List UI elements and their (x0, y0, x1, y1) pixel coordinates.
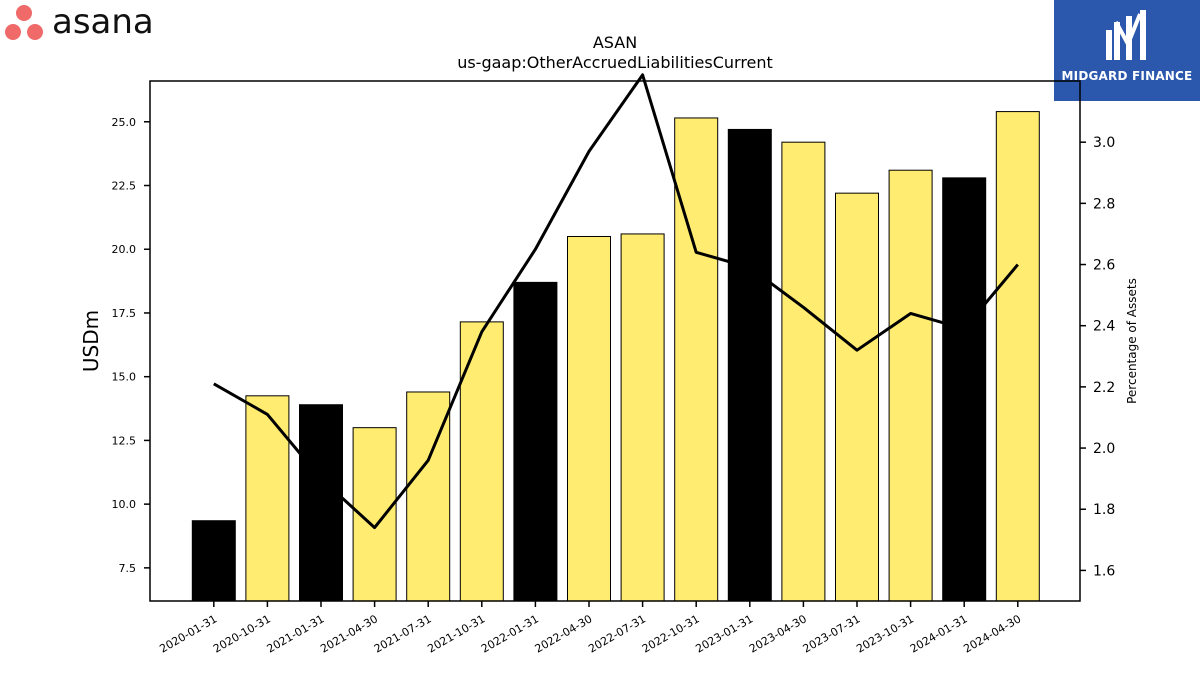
bar (567, 235, 611, 602)
x-tick-label: 2024-04-30 (961, 612, 1023, 655)
x-tick-label: 2021-10-31 (425, 612, 487, 655)
midgard-m-icon (1106, 10, 1146, 60)
y2-tick-label: 2.8 (1093, 196, 1115, 212)
x-tick-label: 2023-10-31 (854, 612, 916, 655)
y-tick-label: 12.5 (112, 434, 137, 447)
bar (781, 141, 826, 602)
y2-axis-label: Percentage of Assets (1125, 278, 1139, 404)
bar (459, 321, 504, 602)
asana-wordmark: asana (52, 2, 154, 42)
bar (727, 128, 772, 602)
midgard-finance-logo: MIDGARD FINANCE (1054, 0, 1200, 101)
y-tick-label: 15.0 (112, 371, 137, 384)
y-tick-label: 20.0 (112, 243, 137, 256)
x-tick-label: 2021-04-30 (318, 612, 380, 655)
y2-tick-label: 3.0 (1093, 135, 1115, 151)
x-tick-label: 2021-07-31 (372, 612, 434, 655)
x-tick-label: 2022-04-30 (533, 612, 595, 655)
x-tick-label: 2020-10-31 (211, 612, 273, 655)
bar (674, 117, 719, 602)
plot-frame (149, 80, 1081, 602)
bar (995, 111, 1040, 602)
y-axis-label: USDm (79, 310, 103, 372)
y-tick-label: 10.0 (112, 498, 137, 511)
asana-logo: asana (0, 0, 200, 50)
bar (245, 395, 290, 602)
bars-group (191, 111, 1040, 602)
bar (835, 192, 879, 602)
x-tick-label: 2022-01-31 (479, 612, 541, 655)
y-tick-label: 17.5 (112, 307, 137, 320)
y2-tick-label: 2.6 (1093, 258, 1115, 274)
y2-tick-label: 2.4 (1093, 319, 1115, 335)
bar (620, 233, 665, 602)
bar (299, 404, 343, 602)
y-axis: 7.5 10.0 12.5 15.0 17.5 20.0 22.5 25.0 (112, 116, 150, 575)
bar (942, 177, 987, 602)
y-tick-label: 22.5 (112, 180, 137, 193)
y2-axis: 1.6 1.8 2.0 2.2 2.4 2.6 2.8 3.0 (1080, 135, 1115, 579)
x-tick-label: 2023-07-31 (801, 612, 863, 655)
x-tick-label: 2023-04-30 (747, 612, 809, 655)
y-tick-label: 7.5 (119, 562, 137, 575)
y2-tick-label: 2.0 (1093, 441, 1115, 457)
x-tick-label: 2024-01-31 (908, 612, 970, 655)
x-tick-label: 2020-01-31 (157, 612, 219, 655)
x-tick-label: 2022-10-31 (640, 612, 702, 655)
chart-title: ASAN (593, 33, 637, 52)
line-series (213, 73, 1019, 530)
line-group (213, 73, 1019, 530)
y-tick-label: 25.0 (112, 116, 137, 129)
x-tick-label: 2022-07-31 (586, 612, 648, 655)
y2-tick-label: 1.8 (1093, 502, 1115, 518)
bar (191, 520, 236, 602)
x-axis: 2020-01-312020-10-312021-01-312021-04-30… (157, 601, 1023, 656)
x-tick-label: 2021-01-31 (265, 612, 327, 655)
bar (513, 281, 558, 602)
chart-subtitle: us-gaap:OtherAccruedLiabilitiesCurrent (457, 53, 773, 72)
x-tick-label: 2023-01-31 (693, 612, 755, 655)
y2-tick-label: 1.6 (1093, 563, 1115, 579)
asana-dots-icon: asana (5, 2, 154, 42)
midgard-wordmark: MIDGARD FINANCE (1061, 69, 1193, 83)
bar (888, 169, 933, 602)
y2-tick-label: 2.2 (1093, 380, 1115, 396)
